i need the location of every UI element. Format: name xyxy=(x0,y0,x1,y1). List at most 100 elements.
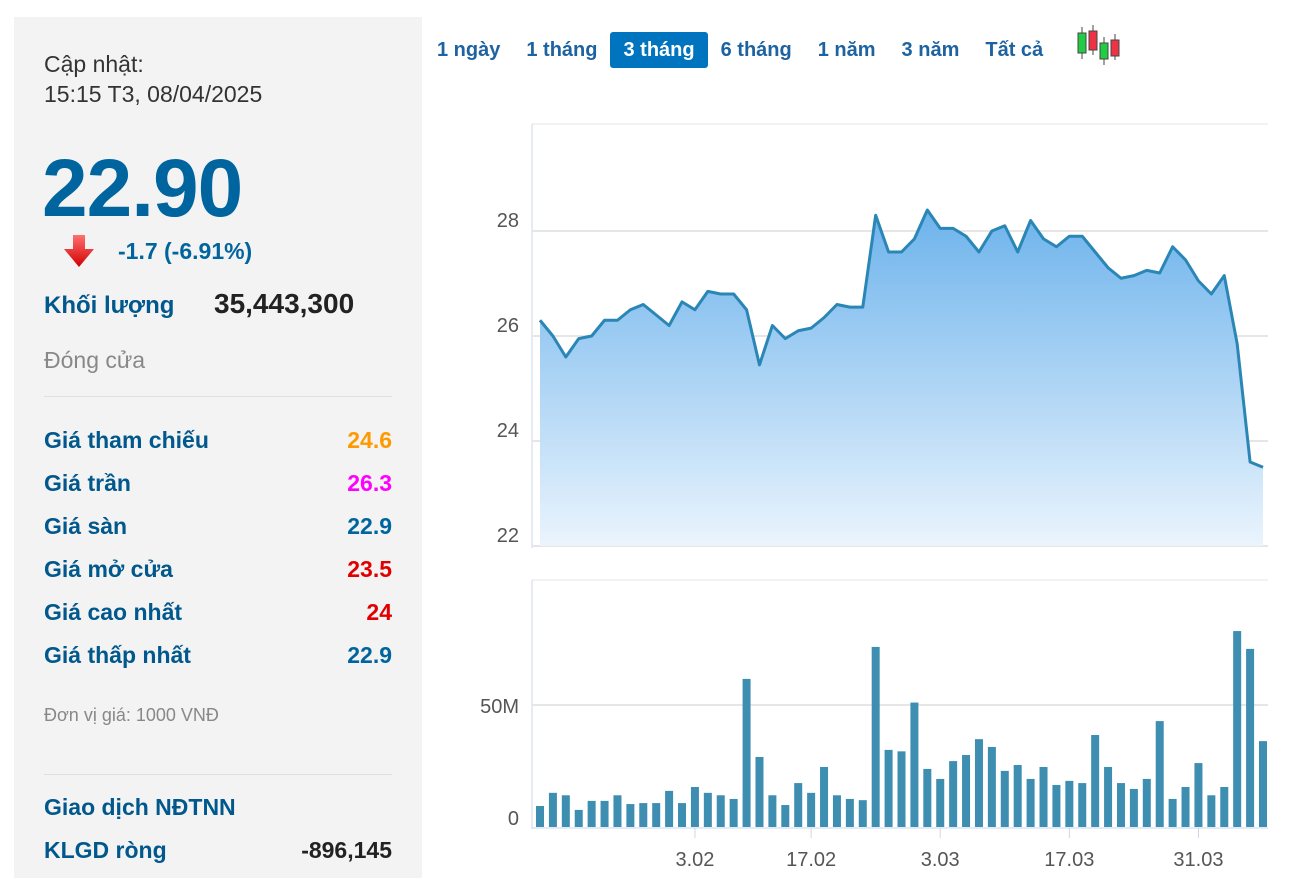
market-status: Đóng cửa xyxy=(44,347,146,373)
volume-bar xyxy=(548,792,557,827)
volume-bar xyxy=(1207,795,1216,827)
volume-bar xyxy=(665,790,674,827)
volume-bar xyxy=(1155,721,1164,827)
date-tick-label: 17.03 xyxy=(1044,849,1094,871)
volume-bar xyxy=(897,751,906,827)
volume-bar xyxy=(1078,783,1087,827)
price-row-value: 22.9 xyxy=(347,513,392,539)
price-row-label: Giá mở cửa xyxy=(44,556,173,582)
price-tick-label: 22 xyxy=(497,525,519,547)
price-row: Giá mở cửa 23.5 xyxy=(44,556,392,583)
volume-bar xyxy=(1233,631,1242,827)
volume-bar xyxy=(600,800,609,827)
volume-bar xyxy=(832,795,841,827)
volume-bar xyxy=(729,798,738,827)
volume-bar xyxy=(884,749,893,827)
price-row-label: Giá thấp nhất xyxy=(44,642,191,668)
price-line xyxy=(538,208,1264,469)
volume-bar xyxy=(871,646,880,827)
range-tabs: 1 ngày 1 tháng 3 tháng 6 tháng 1 năm 3 năm Tất… xyxy=(424,32,1056,68)
price-row: Giá trần 26.3 xyxy=(44,470,392,497)
tab-range[interactable]: 1 ngày xyxy=(437,39,501,61)
volume-tick-label: 50M xyxy=(480,696,519,718)
volume-bar xyxy=(820,766,829,827)
volume-bar xyxy=(703,792,712,827)
volume-bar xyxy=(652,803,661,827)
volume-bar xyxy=(910,702,919,827)
price-row-label: Giá cao nhất xyxy=(44,599,183,625)
volume-value: 35,443,300 xyxy=(214,288,355,319)
volume-bar xyxy=(936,778,945,827)
price-row: Giá cao nhất 24 xyxy=(44,599,392,626)
net-label: KLGD ròng xyxy=(44,837,167,863)
foreign-trade-title: Giao dịch NĐTNN xyxy=(44,794,392,821)
volume-bar xyxy=(755,756,764,827)
tab-range[interactable]: 3 tháng xyxy=(610,32,708,68)
volume-bar xyxy=(781,805,790,827)
volume-bar xyxy=(1091,735,1100,827)
volume-bar xyxy=(949,761,958,827)
unit-note: Đơn vị giá: 1000 VNĐ xyxy=(44,705,219,725)
volume-bar xyxy=(923,768,932,827)
volume-bar xyxy=(639,803,648,827)
price-tick-label: 24 xyxy=(497,420,519,442)
price-row-label: Giá tham chiếu xyxy=(44,427,209,453)
tab-range[interactable]: 3 năm xyxy=(901,39,960,61)
price-row-value: 24 xyxy=(366,599,392,625)
price-row-label: Giá trần xyxy=(44,470,131,496)
volume-bar xyxy=(1013,765,1022,827)
volume-bar xyxy=(1039,766,1048,827)
volume-bar xyxy=(1052,785,1061,827)
volume-bar xyxy=(1116,783,1125,827)
volume-bar xyxy=(768,795,777,827)
volume-bar xyxy=(962,755,971,827)
volume-bar xyxy=(1168,798,1177,827)
volume-bar xyxy=(845,798,854,827)
volume-bar xyxy=(1065,780,1074,827)
volume-bar xyxy=(626,804,635,827)
update-label: Cập nhật: xyxy=(44,51,144,77)
volume-bar xyxy=(574,809,583,827)
volume-bar xyxy=(1181,786,1190,827)
volume-bar xyxy=(678,803,687,827)
volume-bar xyxy=(690,786,699,827)
volume-bar xyxy=(742,678,751,827)
foreign-title: Giao dịch NĐTNN xyxy=(44,794,236,820)
arrow-down-icon xyxy=(64,235,94,267)
date-tick-label: 3.03 xyxy=(921,849,960,871)
volume-bar xyxy=(1259,741,1267,827)
volume-bar xyxy=(587,800,596,827)
volume-bar xyxy=(1246,648,1255,827)
volume-bar xyxy=(1104,766,1113,827)
update-info: Cập nhật: 15:15 T3, 08/04/2025 xyxy=(44,49,262,109)
volume-bar xyxy=(536,806,544,827)
update-time: 15:15 T3, 08/04/2025 xyxy=(44,81,263,107)
date-tick-label: 3.02 xyxy=(675,849,714,871)
current-price: 22.90 xyxy=(42,143,243,234)
quote-panel: Cập nhật: 15:15 T3, 08/04/2025 22.90 -1.7… xyxy=(14,17,422,878)
price-row-label: Giá sàn xyxy=(44,513,128,539)
divider xyxy=(44,774,392,775)
tab-range[interactable]: 1 tháng xyxy=(526,39,598,61)
volume-bar xyxy=(716,795,725,827)
price-row: Giá thấp nhất 22.9 xyxy=(44,642,392,669)
tab-range[interactable]: Tất cả xyxy=(985,39,1044,61)
volume-bar xyxy=(987,746,996,827)
price-row: Giá sàn 22.9 xyxy=(44,513,392,540)
tab-range[interactable]: 6 tháng xyxy=(720,39,792,61)
volume-bar xyxy=(1194,763,1203,827)
date-tick-label: 17.02 xyxy=(786,849,836,871)
price-change: -1.7 (-6.91%) xyxy=(118,238,253,264)
candlestick-icon[interactable] xyxy=(1076,25,1120,65)
date-tick-label: 31.03 xyxy=(1173,849,1223,871)
volume-bar xyxy=(1220,786,1229,827)
volume-bar xyxy=(1000,770,1009,827)
volume-bar xyxy=(794,783,803,827)
price-area xyxy=(540,210,1263,546)
divider xyxy=(44,396,392,397)
tab-range[interactable]: 1 năm xyxy=(817,39,876,61)
price-tick-label: 26 xyxy=(497,315,519,337)
net-volume-row: KLGD ròng -896,145 xyxy=(44,837,392,864)
price-row-value: 26.3 xyxy=(347,470,392,496)
